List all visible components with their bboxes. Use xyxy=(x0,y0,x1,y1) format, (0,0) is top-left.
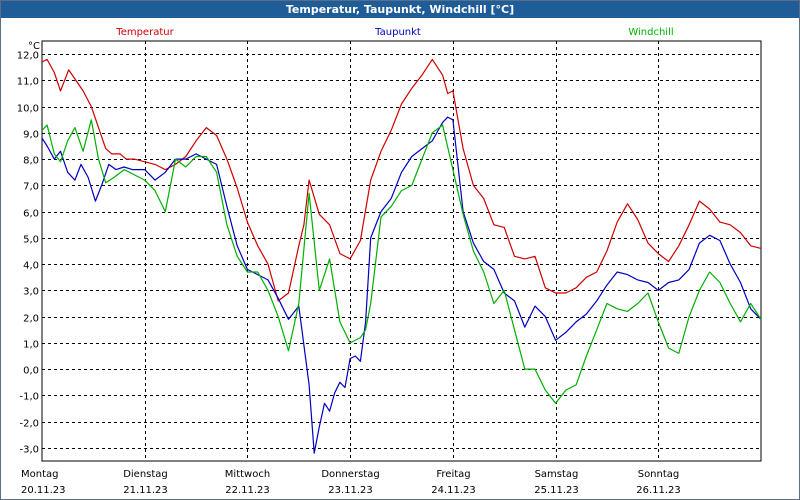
y-tick-label: 0,0 xyxy=(23,366,39,377)
y-tick-label: 11,0 xyxy=(17,77,39,88)
y-tick-label: 12,0 xyxy=(17,51,39,62)
x-date-label: 22.11.23 xyxy=(225,485,270,496)
y-tick-label: 2,0 xyxy=(23,314,39,325)
x-day-label: Montag xyxy=(21,469,58,480)
y-tick-label: 6,0 xyxy=(23,209,39,220)
y-tick-label: -2,0 xyxy=(19,419,39,430)
x-date-label: 20.11.23 xyxy=(21,485,66,496)
y-tick-label: 1,0 xyxy=(23,340,39,351)
series-line-taupunkt xyxy=(41,116,762,454)
y-tick-label: 8,0 xyxy=(23,156,39,167)
legend-entry: Windchill xyxy=(628,27,673,38)
y-tick-label: 9,0 xyxy=(23,130,39,141)
y-tick-label: -3,0 xyxy=(19,445,39,456)
x-date-label: 26.11.23 xyxy=(636,485,681,496)
x-day-label: Dienstag xyxy=(123,469,168,480)
legend-entry: Taupunkt xyxy=(374,27,421,38)
x-day-label: Freitag xyxy=(436,469,470,480)
y-tick-label: 4,0 xyxy=(23,261,39,272)
y-tick-label: -1,0 xyxy=(19,392,39,403)
plot-area xyxy=(41,40,762,462)
y-axis-unit-label: °C xyxy=(28,41,40,52)
x-date-label: 25.11.23 xyxy=(534,485,579,496)
x-date-label: 24.11.23 xyxy=(431,485,476,496)
series-line-windchill xyxy=(41,119,762,404)
y-tick-label: 5,0 xyxy=(23,235,39,246)
x-day-label: Donnerstag xyxy=(321,469,379,480)
y-tick-label: 3,0 xyxy=(23,287,39,298)
y-tick-label: 10,0 xyxy=(17,104,39,115)
x-day-label: Samstag xyxy=(535,469,579,480)
x-date-label: 23.11.23 xyxy=(328,485,373,496)
window-title: Temperatur, Taupunkt, Windchill [°C] xyxy=(1,1,799,18)
x-date-label: 21.11.23 xyxy=(123,485,168,496)
x-day-label: Mittwoch xyxy=(225,469,270,480)
legend-entry: Temperatur xyxy=(115,27,174,38)
series-line-temperatur xyxy=(41,58,762,302)
x-day-label: Sonntag xyxy=(638,469,680,480)
y-tick-label: 7,0 xyxy=(23,182,39,193)
